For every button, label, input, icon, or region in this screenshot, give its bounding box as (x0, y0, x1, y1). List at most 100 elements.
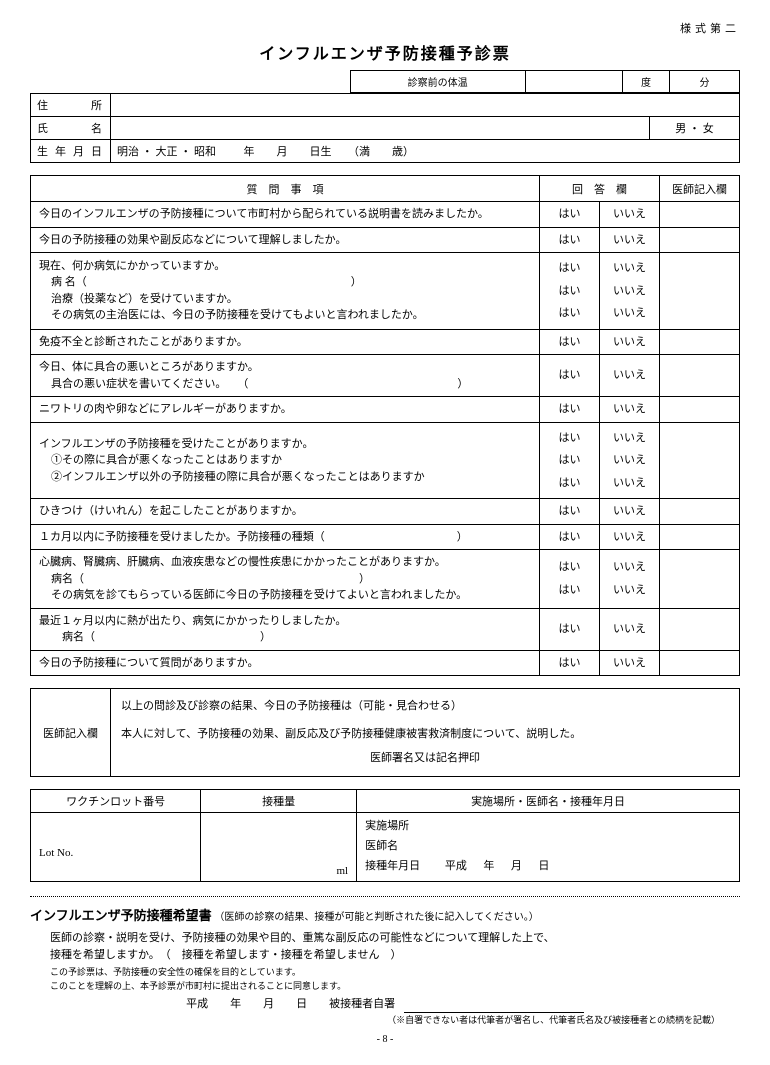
consent-p3: この予診票は、予防接種の安全性の確保を目的としています。 (50, 965, 720, 979)
consent-p4: このことを理解の上、本予診票が市町村に提出されることに同意します。 (50, 979, 720, 993)
doctor-line1: 以上の問診及び診察の結果、今日の予防接種は（可能・見合わせる） (121, 697, 729, 717)
lot-label: Lot No. (39, 847, 192, 859)
question-text: 最近１ヶ月以内に熱が出たり、病気にかかったりしましたか。 病名（ ） (31, 608, 540, 650)
doctor-note-cell[interactable] (660, 499, 740, 525)
lot-field[interactable]: Lot No. (31, 813, 201, 881)
age-close: 歳） (392, 146, 414, 158)
consent-title: インフルエンザ予防接種希望書 (30, 908, 212, 923)
answer-yes[interactable]: はいはい (540, 550, 600, 609)
signature-line[interactable] (404, 1001, 584, 1013)
dob-day: 日生 (310, 146, 332, 158)
address-field[interactable] (111, 94, 740, 117)
answer-no[interactable]: いいえ (600, 608, 660, 650)
dob-year: 年 (244, 146, 255, 158)
q-header-question: 質 問 事 項 (31, 176, 540, 202)
dose-field[interactable]: ml (201, 813, 357, 881)
doctor-note-cell[interactable] (660, 422, 740, 499)
temp-value[interactable] (525, 71, 622, 93)
doctor-note-cell[interactable] (660, 253, 740, 330)
q-header-doctor: 医師記入欄 (660, 176, 740, 202)
answer-yes[interactable]: はい (540, 650, 600, 676)
vac-h2: 接種量 (201, 790, 357, 813)
temp-label: 診察前の体温 (350, 71, 525, 93)
question-text: 今日のインフルエンザの予防接種について市町村から配られている説明書を読みましたか… (31, 202, 540, 228)
question-text: 今日の予防接種について質問がありますか。 (31, 650, 540, 676)
vac-details-field[interactable]: 実施場所 医師名 接種年月日 平成 年 月 日 (357, 813, 740, 881)
answer-yes[interactable]: はい (540, 329, 600, 355)
answer-no[interactable]: いいえ (600, 524, 660, 550)
doctor-note-cell[interactable] (660, 202, 740, 228)
answer-yes[interactable]: はい (540, 355, 600, 397)
answer-yes[interactable]: はい (540, 227, 600, 253)
answer-yes[interactable]: はい (540, 397, 600, 423)
dob-month: 月 (277, 146, 288, 158)
consent-section: インフルエンザ予防接種希望書 （医師の診察の結果、接種が可能と判断された後に記入… (30, 905, 740, 1028)
doctor-entry-label: 医師記入欄 (31, 689, 111, 777)
doctor-entry-table: 医師記入欄 以上の問診及び診察の結果、今日の予防接種は（可能・見合わせる） 本人… (30, 688, 740, 777)
doctor-note-cell[interactable] (660, 524, 740, 550)
dob-field[interactable]: 明治 ・ 大正 ・ 昭和 年 月 日生 （満 歳） (111, 140, 740, 163)
vac-h1: ワクチンロット番号 (31, 790, 201, 813)
consent-p2[interactable]: 接種を希望しますか。 （ 接種を希望します・接種を希望しません ） (50, 947, 720, 965)
consent-p1: 医師の診察・説明を受け、予防接種の効果や目的、重篤な副反応の可能性などについて理… (50, 930, 720, 948)
doctor-note-cell[interactable] (660, 550, 740, 609)
doctor-note-cell[interactable] (660, 329, 740, 355)
ml-label: ml (337, 865, 349, 877)
answer-yes[interactable]: はい (540, 202, 600, 228)
answer-no[interactable]: いいえいいえいいえ (600, 253, 660, 330)
separator (30, 896, 740, 897)
question-text: インフルエンザの予防接種を受けたことがありますか。①その際に具合が悪くなったこと… (31, 422, 540, 499)
answer-yes[interactable]: はい (540, 499, 600, 525)
questionnaire-table: 質 問 事 項 回 答 欄 医師記入欄 今日のインフルエンザの予防接種について市… (30, 175, 740, 676)
page-title: インフルエンザ予防接種予診票 (30, 40, 740, 64)
place-label: 実施場所 (365, 820, 409, 832)
answer-no[interactable]: いいえ (600, 355, 660, 397)
age-open: （満 (348, 146, 370, 158)
question-text: ニワトリの肉や卵などにアレルギーがありますか。 (31, 397, 540, 423)
answer-yes[interactable]: はい (540, 524, 600, 550)
temp-deg: 度 (623, 71, 670, 93)
address-label: 住 所 (31, 94, 111, 117)
name-field[interactable] (111, 117, 650, 140)
doctor-note-cell[interactable] (660, 227, 740, 253)
vac-era: 平成 (445, 860, 467, 872)
question-text: 心臓病、腎臓病、肝臓病、血液疾患などの慢性疾患にかかったことがありますか。病名（… (31, 550, 540, 609)
q-header-answer: 回 答 欄 (540, 176, 660, 202)
doctor-note-cell[interactable] (660, 608, 740, 650)
consent-sig-date: 平成 年 月 日 被接種者自署 (186, 998, 395, 1010)
question-text: ひきつけ（けいれん）を起こしたことがありますか。 (31, 499, 540, 525)
doctor-note-cell[interactable] (660, 355, 740, 397)
question-text: 今日、体に具合の悪いところがありますか。具合の悪い症状を書いてください。 （ ） (31, 355, 540, 397)
temp-min: 分 (669, 71, 739, 93)
question-text: 現在、何か病気にかかっていますか。病 名（ ）治療（投薬など）を受けていますか。… (31, 253, 540, 330)
answer-no[interactable]: いいえ (600, 227, 660, 253)
page-number: - 8 - (30, 1034, 740, 1045)
answer-no[interactable]: いいえいいえ (600, 550, 660, 609)
answer-no[interactable]: いいえ (600, 329, 660, 355)
form-number: 様式第二 (30, 20, 740, 36)
vac-h3: 実施場所・医師名・接種年月日 (357, 790, 740, 813)
doctor-line2: 本人に対して、予防接種の効果、副反応及び予防接種健康被害救済制度について、説明し… (121, 725, 729, 745)
name-label: 氏 名 (31, 117, 111, 140)
vac-d: 日 (538, 860, 549, 872)
answer-yes[interactable]: はい (540, 608, 600, 650)
answer-no[interactable]: いいえ (600, 202, 660, 228)
question-text: 今日の予防接種の効果や副反応などについて理解しましたか。 (31, 227, 540, 253)
patient-info-table: 住 所 氏 名 男 ・ 女 生 年 月 日 明治 ・ 大正 ・ 昭和 年 月 日… (30, 93, 740, 163)
doctor-name-label: 医師名 (365, 840, 398, 852)
doctor-entry-body[interactable]: 以上の問診及び診察の結果、今日の予防接種は（可能・見合わせる） 本人に対して、予… (111, 689, 740, 777)
gender-field[interactable]: 男 ・ 女 (650, 117, 740, 140)
answer-no[interactable]: いいえいいえいいえ (600, 422, 660, 499)
answer-no[interactable]: いいえ (600, 499, 660, 525)
question-text: 免疫不全と診断されたことがありますか。 (31, 329, 540, 355)
doctor-sig-label: 医師署名又は記名押印 (121, 749, 729, 769)
consent-title-note: （医師の診察の結果、接種が可能と判断された後に記入してください。） (214, 912, 538, 923)
doctor-note-cell[interactable] (660, 650, 740, 676)
answer-yes[interactable]: はいはいはい (540, 422, 600, 499)
vac-y: 年 (483, 860, 494, 872)
answer-no[interactable]: いいえ (600, 397, 660, 423)
dob-eras: 明治 ・ 大正 ・ 昭和 (117, 146, 216, 158)
doctor-note-cell[interactable] (660, 397, 740, 423)
answer-no[interactable]: いいえ (600, 650, 660, 676)
answer-yes[interactable]: はいはいはい (540, 253, 600, 330)
